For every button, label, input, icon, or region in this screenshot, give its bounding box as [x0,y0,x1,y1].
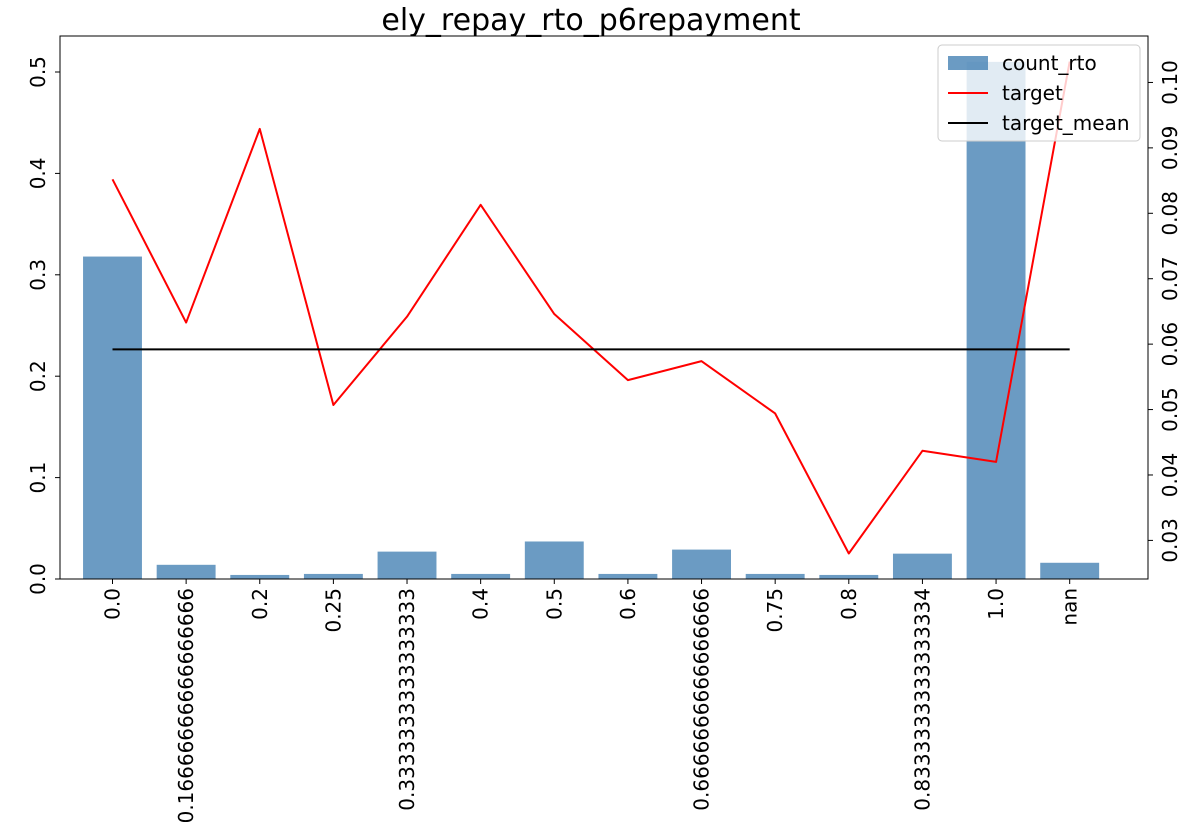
x-tick-label: 0.16666666666666666 [174,588,198,823]
bar-0-5 [524,541,584,579]
x-tick-label: 0.8 [837,588,861,620]
line-target [111,61,1071,555]
x-tick-label: 0.3333333333333333 [395,588,419,811]
legend-box [937,44,1141,142]
x-tick-label: 0.2 [248,588,272,620]
x-tick-label: 0.8333333333333334 [910,588,934,811]
x-tick-label: 0.0 [101,588,125,620]
bar-0-4 [451,573,511,579]
y-axis-left: 0.0 0.1 0.2 0.3 0.4 0.5 [26,56,60,595]
bar-0-3333333333333333 [377,551,437,579]
bar-0-16666666666666666 [156,564,216,579]
bar-0-2 [230,574,290,579]
x-tick-label: 0.25 [321,588,345,633]
y-right-tick-label: 0.10 [1158,60,1182,105]
legend-swatch-count-rto [948,56,988,70]
bar-0-0 [83,256,142,579]
bar-nan [1040,562,1100,579]
legend-label-target: target [1002,81,1063,105]
bar-0-75 [745,573,805,579]
legend-label-target-mean: target_mean [1002,111,1130,135]
y-right-tick-label: 0.05 [1158,387,1182,432]
y-right-tick-label: 0.07 [1158,256,1182,301]
y-left-tick-label: 0.2 [26,360,50,392]
legend-label-count-rto: count_rto [1002,51,1097,75]
bar-0-6 [598,573,658,579]
y-right-tick-label: 0.04 [1158,453,1182,498]
y-left-tick-label: 0.3 [26,259,50,291]
bar-0-8333333333333334 [892,553,952,579]
line-series-group [111,61,1071,555]
y-left-tick-label: 0.5 [26,56,50,88]
x-tick-label: 0.6 [616,588,640,620]
bar-1-0 [966,61,1026,580]
x-axis: 0.0 0.16666666666666666 0.2 0.25 0.333333333… [101,579,1082,823]
y-left-tick-label: 0.1 [26,462,50,494]
bar-0-8 [819,574,879,579]
bar-0-25 [303,573,363,579]
chart-title: ely_repay_rto_p6repayment [381,3,800,38]
y-right-tick-label: 0.08 [1158,191,1182,236]
y-right-tick-label: 0.06 [1158,322,1182,367]
x-tick-label: 0.75 [763,588,787,633]
y-right-tick-label: 0.03 [1158,518,1182,563]
y-left-tick-label: 0.4 [26,157,50,189]
y-right-tick-label: 0.09 [1158,126,1182,171]
y-axis-right: 0.03 0.04 0.05 0.06 0.07 0.08 0.09 0.10 [1148,60,1182,563]
x-tick-label: 0.5 [542,588,566,620]
x-tick-label: 0.6666666666666666 [690,588,714,811]
bar-0-6666666666666666 [672,549,731,579]
plot-frame [59,35,1149,580]
x-tick-label: 1.0 [984,588,1008,620]
x-tick-label: nan [1058,588,1082,626]
bar-series-count-rto [83,61,1100,580]
x-tick-label: 0.4 [469,588,493,620]
y-left-tick-label: 0.0 [26,563,50,595]
